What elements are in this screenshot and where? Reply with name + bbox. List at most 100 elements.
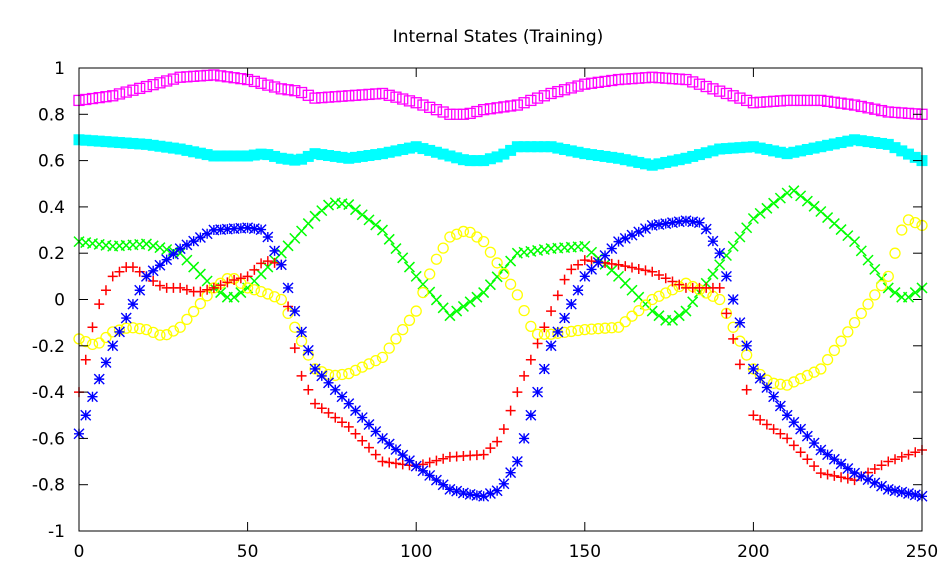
plot-frame — [78, 67, 923, 532]
data-point — [794, 94, 807, 107]
data-point — [100, 331, 112, 344]
data-point — [619, 316, 631, 328]
data-point — [734, 92, 746, 104]
data-point — [491, 485, 503, 497]
data-point — [181, 71, 193, 83]
data-point — [909, 216, 921, 229]
data-point — [93, 373, 105, 385]
data-point — [511, 99, 524, 111]
data-point — [687, 296, 699, 308]
data-point — [187, 70, 200, 82]
data-point — [721, 308, 732, 319]
data-point — [579, 255, 590, 266]
data-point — [559, 274, 570, 285]
data-point — [457, 225, 470, 238]
data-point — [546, 306, 557, 317]
data-point — [768, 424, 779, 435]
data-point — [693, 217, 705, 229]
data-point — [761, 96, 773, 108]
data-point — [545, 87, 557, 100]
data-point — [747, 212, 759, 225]
data-point — [693, 78, 706, 90]
data-point — [296, 370, 307, 381]
data-point — [403, 314, 416, 326]
data-point — [249, 264, 260, 275]
data-point — [390, 458, 401, 469]
data-point — [727, 321, 739, 333]
data-point — [370, 219, 382, 231]
data-point — [174, 71, 186, 83]
data-point — [579, 78, 591, 90]
data-point — [505, 467, 517, 479]
data-point — [505, 255, 517, 267]
data-point — [828, 344, 840, 357]
data-point — [848, 316, 861, 329]
data-point — [316, 91, 328, 104]
data-point — [889, 287, 901, 299]
data-point — [626, 72, 638, 85]
data-point — [221, 71, 234, 83]
data-point — [228, 291, 240, 303]
data-point — [741, 349, 753, 361]
data-point — [809, 461, 820, 472]
data-point — [896, 451, 907, 462]
data-point — [768, 391, 780, 403]
data-point — [464, 296, 476, 308]
data-point — [707, 268, 719, 280]
data-point — [627, 262, 638, 273]
y-tick-label: -0.8 — [32, 476, 65, 496]
data-point — [653, 310, 665, 322]
x-tick-label: 0 — [74, 542, 85, 562]
data-point — [592, 323, 604, 335]
data-point — [80, 93, 92, 106]
data-point — [256, 258, 267, 269]
data-point — [647, 266, 658, 277]
data-point — [613, 259, 624, 270]
data-point — [384, 457, 395, 468]
data-point — [262, 79, 274, 91]
data-point — [484, 246, 497, 258]
data-point — [707, 83, 719, 95]
data-point — [599, 250, 611, 262]
data-point — [370, 449, 381, 460]
data-point — [147, 240, 159, 252]
data-point — [303, 384, 314, 395]
data-point — [174, 321, 186, 333]
data-point — [214, 70, 227, 82]
data-point — [343, 367, 355, 380]
data-point — [875, 279, 888, 292]
data-point — [855, 307, 867, 320]
data-point — [876, 480, 888, 492]
data-point — [754, 96, 766, 108]
data-point — [397, 449, 409, 461]
data-point — [337, 417, 348, 428]
data-point — [262, 231, 274, 243]
data-point — [808, 437, 820, 449]
data-point — [673, 216, 685, 228]
data-point — [775, 428, 786, 439]
data-point — [114, 266, 125, 277]
data-point — [451, 485, 463, 497]
data-point — [498, 478, 510, 490]
data-point — [835, 458, 847, 470]
data-point — [572, 80, 584, 92]
data-point — [181, 313, 193, 326]
data-point — [539, 322, 550, 333]
data-point — [788, 416, 800, 428]
data-point — [343, 421, 354, 432]
data-point — [188, 235, 200, 247]
data-point — [511, 456, 523, 468]
data-point — [322, 91, 335, 103]
data-point — [477, 235, 490, 248]
data-point — [154, 259, 166, 271]
data-point — [208, 224, 220, 236]
data-point — [734, 335, 746, 347]
series-4 — [74, 255, 927, 486]
data-point — [343, 398, 355, 410]
data-point — [781, 94, 793, 107]
data-point — [620, 261, 631, 272]
data-point — [107, 340, 119, 352]
data-point — [120, 322, 132, 334]
data-point — [194, 70, 207, 82]
data-point — [781, 187, 793, 199]
